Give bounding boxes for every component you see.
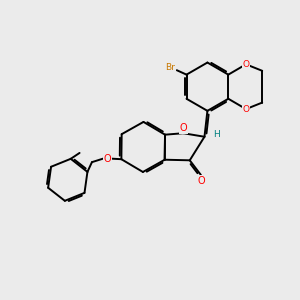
Text: H: H <box>214 130 220 139</box>
Text: O: O <box>242 105 250 114</box>
Text: O: O <box>198 176 205 186</box>
Text: O: O <box>242 60 250 69</box>
Text: O: O <box>179 123 187 133</box>
Text: Br: Br <box>165 63 175 72</box>
Text: O: O <box>103 154 111 164</box>
